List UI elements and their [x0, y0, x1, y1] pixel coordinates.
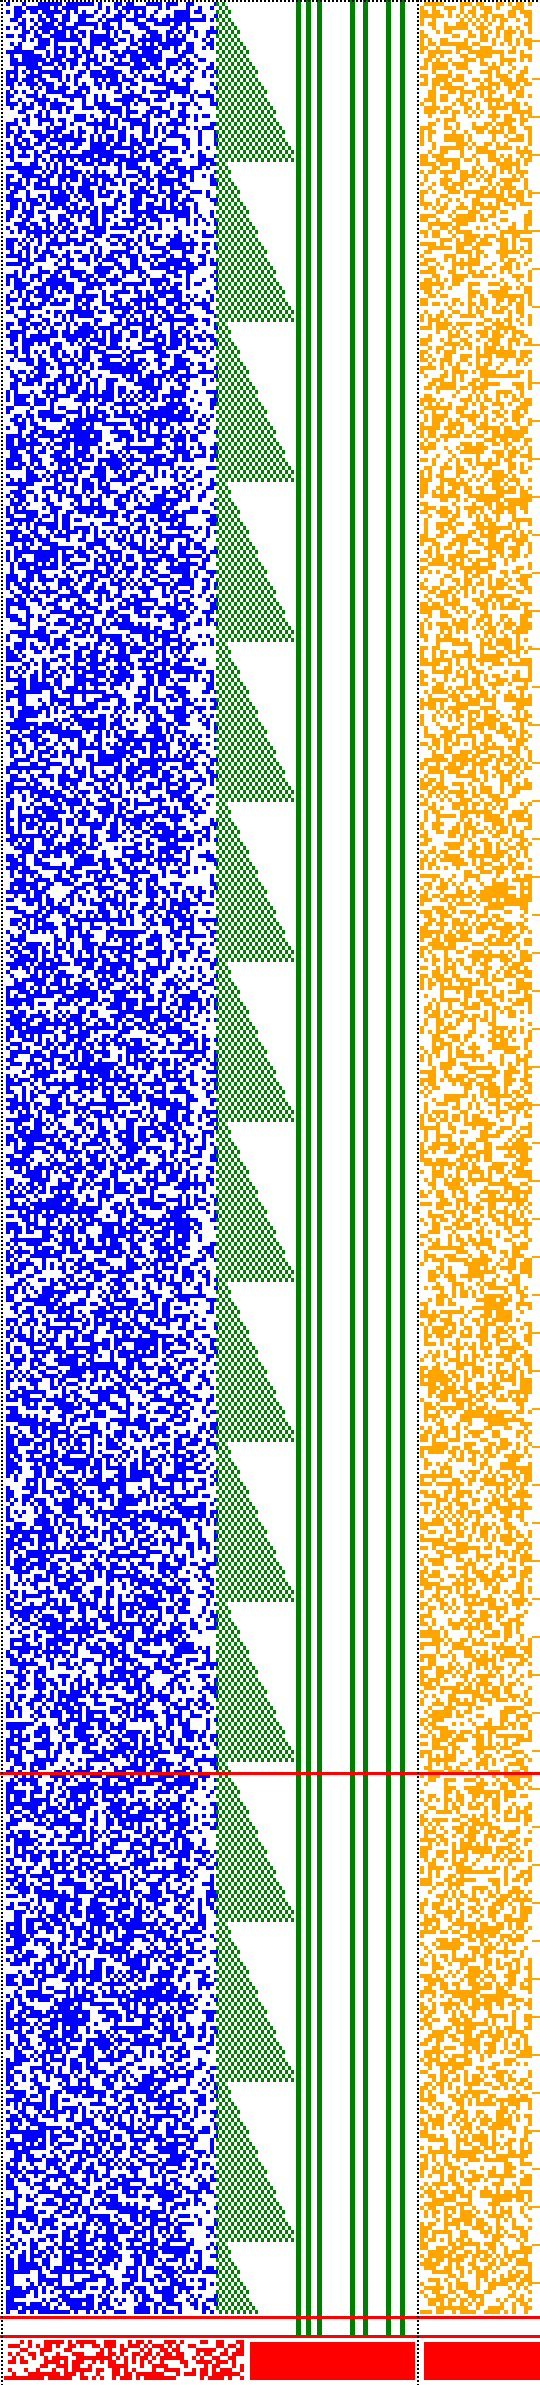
parity-tick — [532, 762, 540, 764]
parity-field-panel — [420, 2, 540, 2314]
parity-tick — [532, 952, 540, 954]
parity-tick — [532, 1066, 540, 1068]
parity-tick — [532, 876, 540, 878]
parity-tick — [532, 1750, 540, 1752]
carry-column — [306, 0, 311, 2335]
parity-tick — [532, 724, 540, 726]
parity-tick — [532, 1826, 540, 1828]
red-block — [250, 2342, 415, 2380]
parity-tick — [532, 458, 540, 460]
parity-tick — [532, 268, 540, 270]
parity-tick — [532, 800, 540, 802]
parity-tick — [532, 1864, 540, 1866]
carry-column — [386, 0, 391, 2335]
parity-tick — [532, 1902, 540, 1904]
parity-tick — [532, 914, 540, 916]
parity-tick — [532, 2130, 540, 2132]
parity-tick — [532, 1028, 540, 1030]
parity-tick — [532, 1636, 540, 1638]
parity-tick — [532, 1332, 540, 1334]
parity-tick — [532, 382, 540, 384]
parity-tick — [532, 496, 540, 498]
parity-tick — [532, 1940, 540, 1942]
parity-tick — [532, 2168, 540, 2170]
parity-tick — [532, 686, 540, 688]
parity-tick — [532, 1408, 540, 1410]
parity-tick — [532, 116, 540, 118]
parity-tick — [532, 2054, 540, 2056]
carry-column — [363, 0, 368, 2335]
parity-tick — [532, 1978, 540, 1980]
bit-cells — [6, 2, 218, 2314]
parity-tick — [532, 344, 540, 346]
parity-cells — [420, 2, 532, 2314]
parity-tick — [532, 1712, 540, 1714]
parity-tick — [532, 2244, 540, 2246]
parity-tick — [532, 1218, 540, 1220]
marker-line — [0, 2335, 540, 2338]
parity-tick — [532, 572, 540, 574]
carry-column — [317, 0, 322, 2335]
parity-tick — [532, 648, 540, 650]
marker-line — [0, 2316, 540, 2319]
carry-column — [400, 0, 405, 2335]
parity-tick — [532, 1522, 540, 1524]
carry-staircase-panel — [216, 0, 405, 2335]
red-block — [424, 2342, 540, 2380]
parity-tick — [532, 420, 540, 422]
parity-tick — [532, 230, 540, 232]
parity-tick — [532, 1256, 540, 1258]
parity-tick — [532, 1674, 540, 1676]
bit-field-panel — [6, 2, 218, 2314]
red-bit-cells — [4, 2340, 244, 2380]
marker-lines — [0, 1772, 540, 2380]
parity-tick — [532, 2282, 540, 2284]
parity-tick — [532, 154, 540, 156]
parity-tick — [532, 1180, 540, 1182]
parity-tick — [532, 1294, 540, 1296]
parity-tick — [532, 78, 540, 80]
carry-column — [296, 0, 301, 2335]
parity-tick — [532, 1370, 540, 1372]
parity-tick — [532, 1484, 540, 1486]
parity-tick — [532, 1446, 540, 1448]
parity-tick — [532, 306, 540, 308]
parity-tick — [532, 2092, 540, 2094]
parity-tick — [532, 1788, 540, 1790]
parity-tick — [532, 1560, 540, 1562]
parity-tick — [532, 40, 540, 42]
parity-tick — [532, 610, 540, 612]
parity-tick — [532, 1142, 540, 1144]
parity-tick — [532, 534, 540, 536]
carry-column — [350, 0, 355, 2335]
parity-tick — [532, 2016, 540, 2018]
parity-tick — [532, 1104, 540, 1106]
parity-tick — [532, 2206, 540, 2208]
parity-tick — [532, 1598, 540, 1600]
parity-tick — [532, 990, 540, 992]
parity-tick — [532, 838, 540, 840]
carry-cells — [216, 2, 294, 2314]
parity-tick — [532, 192, 540, 194]
marker-line — [0, 1772, 540, 1775]
